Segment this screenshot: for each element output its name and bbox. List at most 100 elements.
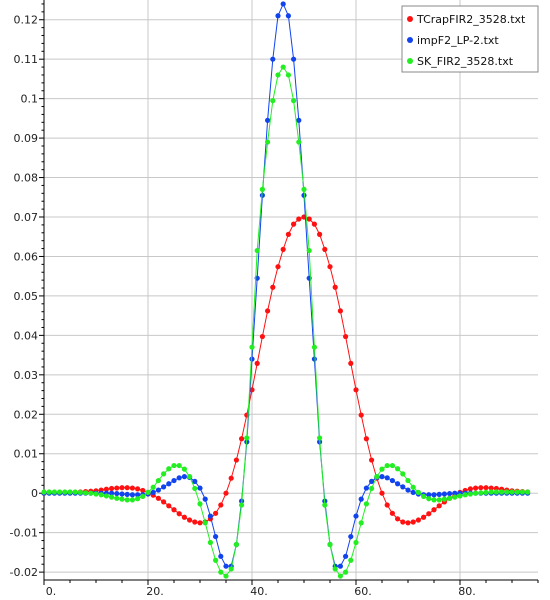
- data-point: [389, 477, 395, 484]
- data-point: [83, 490, 89, 496]
- data-point: [327, 264, 333, 270]
- data-point: [395, 466, 401, 472]
- data-point: [213, 557, 219, 563]
- data-point: [483, 485, 489, 491]
- data-point: [369, 485, 375, 492]
- x-axis-ticks: 0. 20. 40. 60. 80.: [43, 580, 539, 598]
- data-point: [140, 493, 146, 499]
- series-line-1: [44, 2, 528, 567]
- data-point: [62, 489, 68, 495]
- data-point: [447, 490, 453, 497]
- data-point: [348, 557, 354, 563]
- data-point: [140, 487, 146, 494]
- data-point: [306, 247, 312, 254]
- data-point: [337, 573, 343, 579]
- data-point: [197, 501, 203, 507]
- data-point: [161, 484, 167, 490]
- data-point: [197, 520, 203, 526]
- data-point: [348, 533, 354, 540]
- data-point: [296, 139, 302, 145]
- data-point: [166, 481, 172, 487]
- legend-box: [401, 5, 539, 73]
- data-point: [311, 221, 317, 227]
- data-point: [109, 485, 115, 492]
- data-point: [467, 491, 473, 497]
- data-point: [369, 478, 375, 484]
- data-point: [218, 502, 224, 508]
- data-point: [275, 13, 281, 19]
- data-point: [124, 497, 130, 503]
- data-point: [265, 117, 271, 123]
- data-point: [233, 457, 239, 463]
- legend-label-2: SK_FIR2_3528.txt: [417, 55, 514, 68]
- data-point: [223, 573, 229, 579]
- y-tick-label: 0: [31, 487, 38, 500]
- data-point: [384, 502, 390, 508]
- data-point: [343, 553, 349, 559]
- data-point: [306, 216, 312, 222]
- data-point: [431, 492, 437, 498]
- data-point: [119, 496, 125, 502]
- data-point: [155, 495, 161, 501]
- data-point: [124, 491, 130, 497]
- legend-label-0: TCrapFIR2_3528.txt: [416, 13, 526, 26]
- data-point: [176, 475, 182, 481]
- data-point: [400, 471, 406, 477]
- data-point: [239, 502, 245, 508]
- series-layer: [41, 1, 531, 579]
- data-point: [280, 1, 286, 7]
- plot-area-background: [44, 0, 538, 580]
- data-point: [311, 356, 317, 362]
- data-point: [98, 492, 104, 498]
- data-point: [171, 462, 177, 469]
- data-point: [436, 491, 442, 497]
- y-tick-label: 0.11: [14, 53, 39, 66]
- data-point: [57, 489, 63, 495]
- data-point: [379, 466, 385, 472]
- data-point: [431, 507, 437, 513]
- data-point: [291, 221, 297, 227]
- data-point: [514, 489, 520, 495]
- data-point: [129, 485, 135, 491]
- data-point: [426, 496, 432, 502]
- legend: TCrapFIR2_3528.txt impF2_LP-2.txt SK_FIR…: [401, 5, 539, 73]
- legend-marker-0: [407, 16, 413, 22]
- data-point: [161, 499, 167, 505]
- data-point: [249, 387, 255, 393]
- data-point: [483, 489, 489, 496]
- data-point: [259, 333, 265, 340]
- data-point: [192, 519, 198, 525]
- y-tick-label: 0.1: [21, 93, 39, 106]
- data-point: [239, 436, 245, 442]
- data-point: [249, 356, 255, 362]
- data-point: [525, 489, 531, 495]
- data-point: [145, 489, 151, 496]
- data-point: [457, 493, 463, 499]
- data-point: [161, 471, 167, 477]
- data-point: [405, 487, 411, 493]
- x-tick-label: 60.: [354, 585, 372, 598]
- data-point: [275, 264, 281, 270]
- data-point: [270, 98, 276, 104]
- y-axis-ticks: -0.02 -0.01 0 0.01 0.02 0.03 0.04 0.05 0.06 0.07 0…: [10, 3, 44, 579]
- data-point: [254, 360, 260, 366]
- data-point: [135, 496, 141, 502]
- data-point: [379, 490, 385, 496]
- data-point: [88, 490, 94, 496]
- data-point: [109, 494, 115, 500]
- data-point: [421, 514, 427, 520]
- data-point: [519, 489, 526, 495]
- data-point: [72, 489, 78, 495]
- y-tick-label: 0.05: [14, 290, 39, 303]
- data-point: [405, 520, 411, 526]
- data-point: [353, 387, 359, 393]
- data-point: [348, 360, 354, 366]
- data-point: [233, 541, 239, 548]
- data-point: [228, 475, 234, 481]
- data-point: [400, 484, 406, 490]
- data-point: [285, 13, 291, 19]
- data-point: [103, 486, 109, 492]
- data-point: [187, 517, 193, 523]
- data-point: [270, 56, 276, 62]
- data-point: [46, 489, 52, 495]
